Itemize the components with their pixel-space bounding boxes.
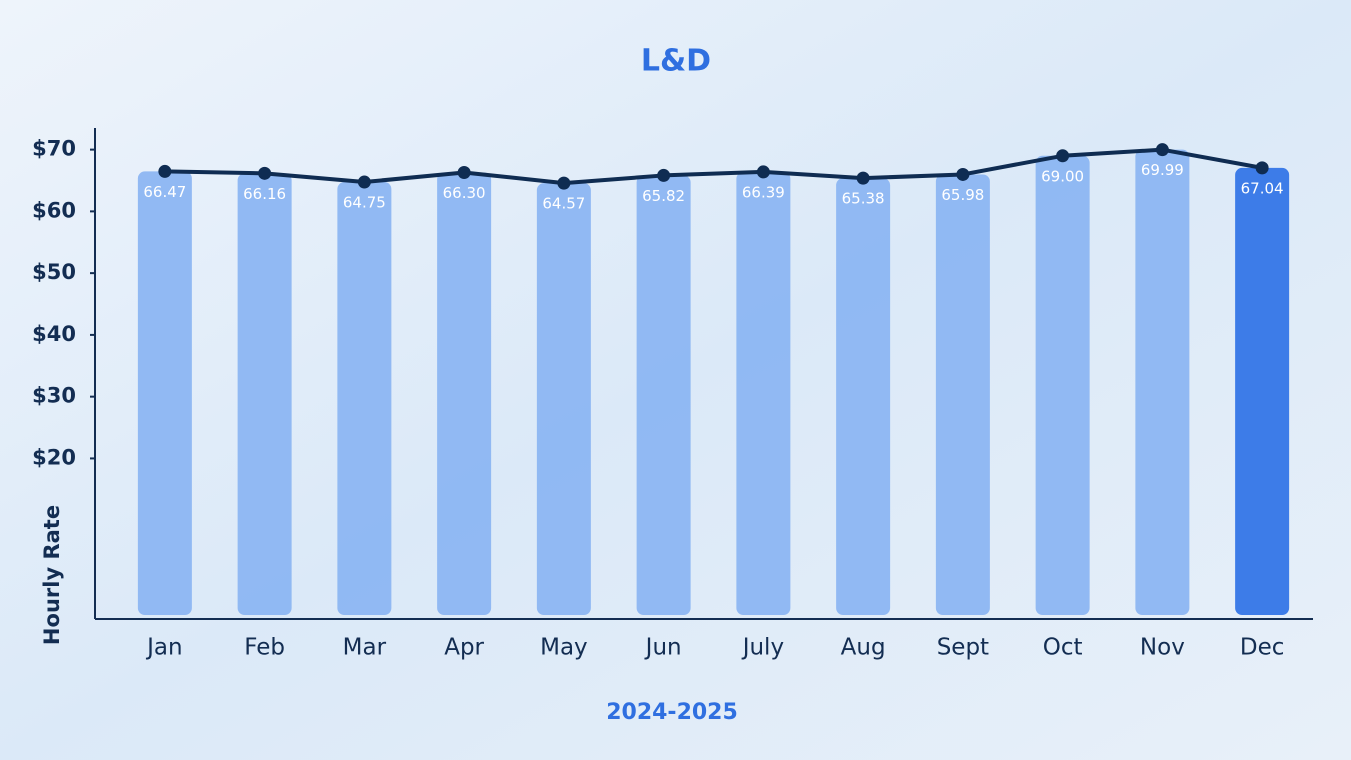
trend-line: [164, 147, 1263, 186]
y-tick-label: $20: [32, 445, 76, 469]
trend-point: [756, 165, 770, 179]
trend-point: [357, 175, 371, 189]
value-label: 66.16: [243, 185, 286, 203]
bar: [237, 173, 292, 615]
value-label: 66.47: [143, 183, 186, 201]
x-axis-label: 2024-2025: [606, 700, 738, 725]
y-tick-label: $40: [32, 322, 76, 346]
trend-point: [457, 165, 471, 179]
bar: [1035, 155, 1090, 615]
x-tick-label: Feb: [244, 635, 285, 661]
bar: [935, 174, 990, 615]
x-tick-label: Apr: [444, 635, 484, 661]
value-label: 64.57: [542, 195, 585, 213]
bar: [337, 182, 392, 615]
bar: [836, 178, 891, 615]
y-axis-label: Hourly Rate: [40, 505, 64, 645]
value-label: 69.00: [1041, 167, 1084, 185]
bar: [536, 183, 591, 615]
bar: [736, 171, 791, 615]
x-tick-label: May: [540, 635, 588, 661]
trend-point: [1056, 149, 1070, 163]
y-tick-label: $70: [32, 137, 76, 161]
bar: [1235, 167, 1290, 615]
y-tick-label: $60: [32, 198, 76, 222]
x-tick-label: July: [741, 635, 784, 661]
x-tick-label: Nov: [1140, 635, 1185, 661]
bar: [636, 175, 691, 616]
trend-point: [557, 176, 571, 190]
value-label: 64.75: [343, 194, 386, 212]
x-tick-label: Sept: [937, 635, 989, 661]
bar: [437, 172, 492, 615]
y-tick-label: $30: [32, 384, 76, 408]
x-tick-label: Oct: [1043, 635, 1083, 661]
trend-point: [856, 171, 870, 185]
trend-point: [657, 168, 671, 182]
trend-point: [1255, 161, 1269, 175]
value-label: 66.30: [443, 184, 486, 202]
trend-point: [1155, 143, 1169, 157]
value-label: 65.98: [941, 186, 984, 204]
y-tick-label: $50: [32, 260, 76, 284]
chart-title: L&D: [641, 44, 711, 79]
x-tick-label: Jan: [145, 635, 182, 661]
value-label: 67.04: [1241, 179, 1284, 197]
x-tick-label: Dec: [1240, 635, 1285, 661]
trend-point: [956, 167, 970, 181]
x-tick-label: Jun: [644, 635, 682, 661]
value-label: 65.38: [842, 190, 885, 208]
value-label: 65.82: [642, 187, 685, 205]
x-tick-label: Aug: [841, 635, 886, 661]
bar: [1135, 149, 1190, 616]
trend-point: [258, 166, 272, 180]
value-label: 66.39: [742, 183, 785, 201]
trend-point: [158, 164, 172, 178]
bar: [137, 171, 192, 616]
x-tick-label: Mar: [343, 635, 387, 661]
value-label: 69.99: [1141, 161, 1184, 179]
